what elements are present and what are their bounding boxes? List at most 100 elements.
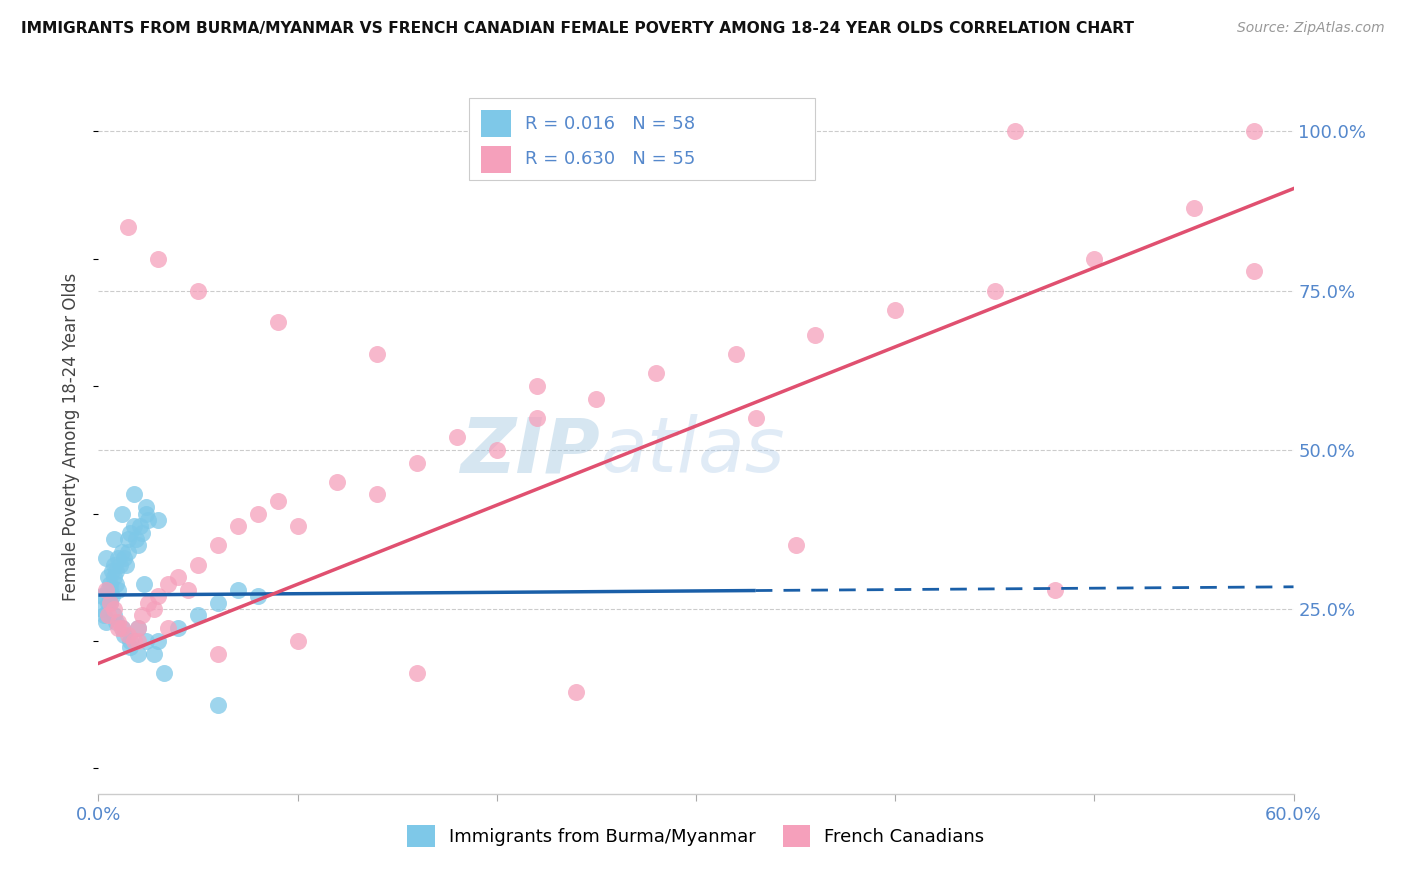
Point (485, 442, 508, 457)
Point (107, 551, 129, 566)
Point (98, 596, 122, 610)
Point (105, 615, 128, 629)
Point (101, 564, 124, 578)
Point (246, 590, 269, 604)
Point (112, 551, 135, 566)
Point (135, 500, 157, 515)
Point (98, 582, 122, 597)
Point (120, 640, 142, 655)
Point (97, 570, 120, 584)
Point (1083, 252, 1105, 266)
Point (117, 545, 139, 559)
Point (1004, 124, 1026, 138)
Point (111, 621, 134, 635)
Point (745, 411, 768, 425)
Point (127, 621, 149, 635)
Point (103, 602, 125, 616)
Point (103, 532, 125, 546)
Point (131, 525, 153, 540)
Point (131, 608, 153, 623)
Point (226, 519, 249, 533)
FancyBboxPatch shape (470, 98, 815, 180)
Point (287, 634, 309, 648)
Point (134, 576, 156, 591)
Point (366, 347, 388, 361)
Point (93, 590, 115, 604)
Point (127, 538, 149, 552)
Text: atlas: atlas (600, 415, 785, 488)
Point (111, 545, 134, 559)
Point (148, 513, 170, 527)
Text: IMMIGRANTS FROM BURMA/MYANMAR VS FRENCH CANADIAN FEMALE POVERTY AMONG 18-24 YEAR: IMMIGRANTS FROM BURMA/MYANMAR VS FRENCH … (21, 21, 1135, 36)
Point (135, 507, 157, 521)
Point (129, 519, 152, 533)
Point (103, 558, 125, 572)
Text: ZIP: ZIP (461, 415, 600, 488)
Point (127, 634, 149, 648)
Point (1043, 582, 1066, 597)
Point (124, 487, 146, 501)
Point (148, 634, 170, 648)
Point (120, 525, 142, 540)
Point (103, 608, 125, 623)
Point (105, 564, 128, 578)
Point (157, 576, 180, 591)
Point (91, 602, 114, 616)
Point (97, 582, 120, 597)
Point (143, 647, 166, 661)
Bar (481, 146, 510, 173)
Point (585, 392, 607, 406)
Point (267, 493, 290, 508)
Point (406, 456, 429, 470)
Point (148, 590, 170, 604)
Text: Source: ZipAtlas.com: Source: ZipAtlas.com (1237, 21, 1385, 35)
Point (143, 602, 166, 616)
Point (117, 219, 139, 234)
Point (98, 596, 122, 610)
Point (207, 647, 229, 661)
Point (91, 590, 114, 604)
Point (127, 621, 149, 635)
Point (127, 647, 149, 661)
Point (1182, 201, 1205, 215)
Point (177, 582, 200, 597)
Point (107, 621, 129, 635)
Point (120, 634, 142, 648)
Point (246, 507, 269, 521)
Point (187, 608, 209, 623)
Point (1243, 264, 1265, 278)
Point (884, 302, 907, 317)
Point (565, 685, 588, 699)
Point (136, 596, 159, 610)
Point (105, 576, 128, 591)
Point (226, 582, 249, 597)
Bar (481, 111, 510, 137)
Legend: Immigrants from Burma/Myanmar, French Canadians: Immigrants from Burma/Myanmar, French Ca… (398, 816, 994, 856)
Point (135, 634, 157, 648)
Point (124, 634, 146, 648)
Point (267, 315, 290, 329)
Point (804, 328, 827, 343)
Point (326, 475, 349, 489)
Text: R = 0.630   N = 55: R = 0.630 N = 55 (524, 151, 696, 169)
Point (97, 596, 120, 610)
Point (526, 379, 548, 393)
Point (98, 576, 122, 591)
Point (724, 347, 747, 361)
Point (101, 590, 124, 604)
Point (117, 532, 139, 546)
Point (167, 621, 190, 635)
Point (96, 551, 118, 566)
Point (103, 570, 125, 584)
Point (111, 507, 134, 521)
Point (96, 615, 118, 629)
Point (366, 487, 388, 501)
Point (157, 621, 180, 635)
Point (446, 430, 468, 444)
Point (125, 532, 148, 546)
Y-axis label: Female Poverty Among 18-24 Year Olds: Female Poverty Among 18-24 Year Olds (62, 273, 80, 601)
Point (112, 627, 135, 641)
Point (406, 665, 429, 680)
Point (124, 519, 146, 533)
Point (97, 608, 120, 623)
